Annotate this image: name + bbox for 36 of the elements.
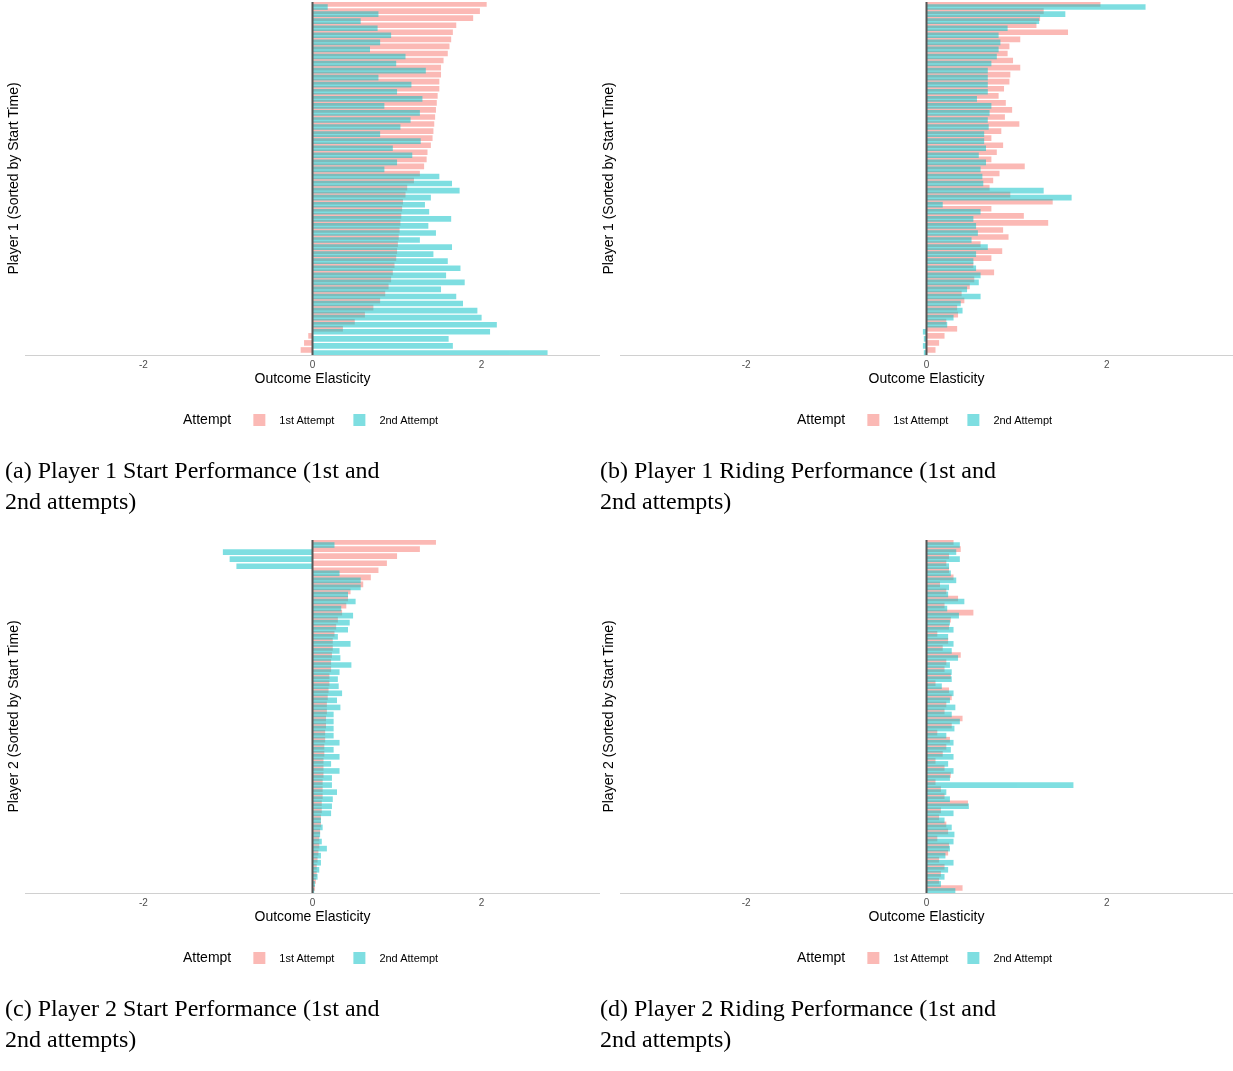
- legend-label: 1st Attempt: [893, 414, 949, 427]
- legend-label: 1st Attempt: [279, 414, 335, 427]
- x-axis-title: Outcome Elasticity: [254, 908, 371, 924]
- legend-label: 1st Attempt: [893, 952, 949, 965]
- legend-title: Attempt: [797, 410, 846, 427]
- legend-label: 2nd Attempt: [379, 414, 439, 427]
- legend-label: 2nd Attempt: [993, 414, 1053, 427]
- x-tick-label: 2: [1104, 897, 1111, 908]
- x-tick-label: 2: [478, 897, 485, 908]
- x-tick-label: 0: [309, 359, 316, 370]
- text: (d) Player 2 Riding Performance (1st and 2nd attempts): [600, 995, 996, 1053]
- x-tick-label: -2: [741, 897, 752, 908]
- y-axis-title: Player 2 (Sorted by Start Time): [599, 620, 616, 813]
- y-axis-title: Player 1 (Sorted by Start Time): [599, 82, 616, 275]
- legend-label: 1st Attempt: [279, 952, 335, 965]
- legend-title: Attempt: [183, 948, 232, 965]
- x-tick-label: 0: [923, 897, 930, 908]
- x-tick-label: 2: [1104, 359, 1111, 370]
- legend-label: 2nd Attempt: [379, 952, 439, 965]
- text: (a) Player 1 Start Performance (1st and 2nd attempts): [5, 457, 380, 515]
- legend-title: Attempt: [797, 948, 846, 965]
- x-axis-title: Outcome Elasticity: [868, 370, 985, 386]
- text: (c) Player 2 Start Performance (1st and 2nd attempts): [5, 995, 380, 1053]
- x-tick-label: 0: [923, 359, 930, 370]
- x-axis-title: Outcome Elasticity: [254, 370, 371, 386]
- x-tick-label: -2: [138, 897, 149, 908]
- x-tick-label: 0: [309, 897, 316, 908]
- x-tick-label: -2: [138, 359, 149, 370]
- x-axis-title: Outcome Elasticity: [868, 908, 985, 924]
- y-axis-title: Player 1 (Sorted by Start Time): [4, 82, 21, 275]
- legend-label: 2nd Attempt: [993, 952, 1053, 965]
- legend-title: Attempt: [183, 410, 232, 427]
- x-tick-label: -2: [741, 359, 752, 370]
- x-tick-label: 2: [478, 359, 485, 370]
- text: (b) Player 1 Riding Performance (1st and 2nd attempts): [600, 457, 996, 515]
- y-axis-title: Player 2 (Sorted by Start Time): [4, 620, 21, 813]
